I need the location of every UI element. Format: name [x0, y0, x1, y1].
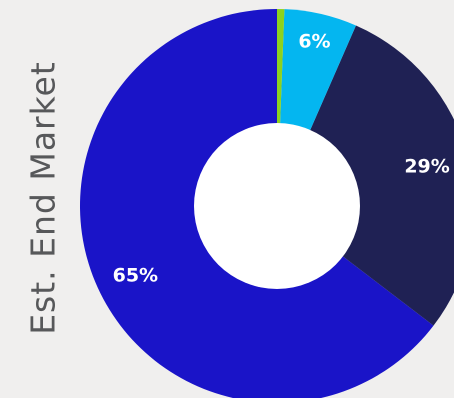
slice-label-1: 65%: [113, 265, 158, 287]
slice-2: [277, 25, 454, 326]
slice-label-2: 29%: [404, 156, 449, 178]
donut-hole: [194, 123, 360, 289]
slice-labels: 65% 29% 6%: [113, 31, 450, 287]
slice-label-3: 6%: [298, 31, 330, 53]
